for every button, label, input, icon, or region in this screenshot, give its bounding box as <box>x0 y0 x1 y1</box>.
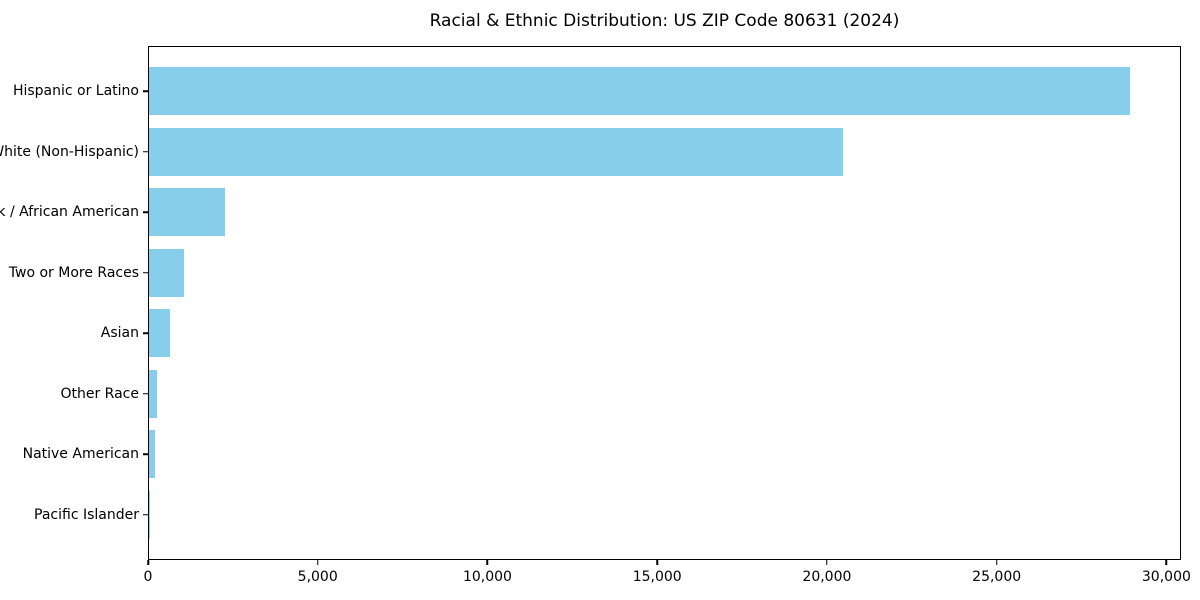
y-tick-mark <box>143 453 148 455</box>
bar-row: Black / African American <box>0 182 1180 243</box>
bar <box>149 127 843 176</box>
chart-title: Racial & Ethnic Distribution: US ZIP Cod… <box>429 11 900 31</box>
y-tick-mark <box>143 332 148 334</box>
x-tick-label: 0 <box>143 569 153 585</box>
y-axis-label: White (Non-Hispanic) <box>0 143 139 160</box>
bar-row: Asian <box>101 303 1180 364</box>
y-axis-label: Other Race <box>60 385 139 402</box>
bar <box>149 490 151 539</box>
bar <box>149 67 1130 116</box>
y-axis-label: Native American <box>22 446 139 463</box>
x-tick-mark <box>995 560 998 565</box>
x-tick-mark <box>316 560 319 565</box>
x-tick-mark <box>486 560 489 565</box>
bars-container: Hispanic or Latino White (Non-Hispanic) Bl… <box>0 47 1180 559</box>
x-tick-label: 15,000 <box>632 569 682 585</box>
bar-row: Other Race <box>60 364 1180 425</box>
y-tick-mark <box>143 272 148 274</box>
y-tick-mark <box>143 90 148 92</box>
bar-row: Native American <box>23 424 1180 485</box>
x-tick-label: 30,000 <box>1141 569 1191 585</box>
bar-row: Two or More Races <box>9 243 1180 304</box>
x-tick-mark <box>147 560 149 565</box>
y-axis-label: Black / African American <box>0 204 139 221</box>
bar <box>149 430 155 479</box>
bar <box>149 248 185 297</box>
y-axis-label: Asian <box>100 325 139 342</box>
x-tick-label: 10,000 <box>462 569 512 585</box>
x-tick-mark <box>1165 560 1168 565</box>
bar-row: White (Non-Hispanic) <box>0 122 1180 183</box>
bar-row: Pacific Islander <box>34 485 1180 546</box>
bar <box>149 309 170 358</box>
x-tick-mark <box>826 560 828 565</box>
bar <box>149 369 158 418</box>
y-axis-label: Pacific Islander <box>34 506 139 523</box>
x-tick-label: 20,000 <box>802 569 852 585</box>
y-tick-mark <box>143 211 148 213</box>
x-tick-mark <box>656 560 658 565</box>
x-axis-ticks: 0 5,000 10,000 15,000 20,000 25,000 30,000 <box>144 560 1191 594</box>
y-axis-label: Hispanic or Latino <box>12 83 139 100</box>
y-tick-mark <box>143 151 148 153</box>
y-tick-mark <box>143 393 148 395</box>
y-tick-mark <box>143 514 148 516</box>
x-tick-label: 25,000 <box>972 569 1022 585</box>
bar-row: Hispanic or Latino <box>13 61 1180 122</box>
y-axis-label: Two or More Races <box>8 264 139 281</box>
x-tick-label: 5,000 <box>297 569 338 585</box>
bar <box>149 188 225 237</box>
plot-area: Hispanic or Latino White (Non-Hispanic) Bl… <box>0 46 1181 560</box>
